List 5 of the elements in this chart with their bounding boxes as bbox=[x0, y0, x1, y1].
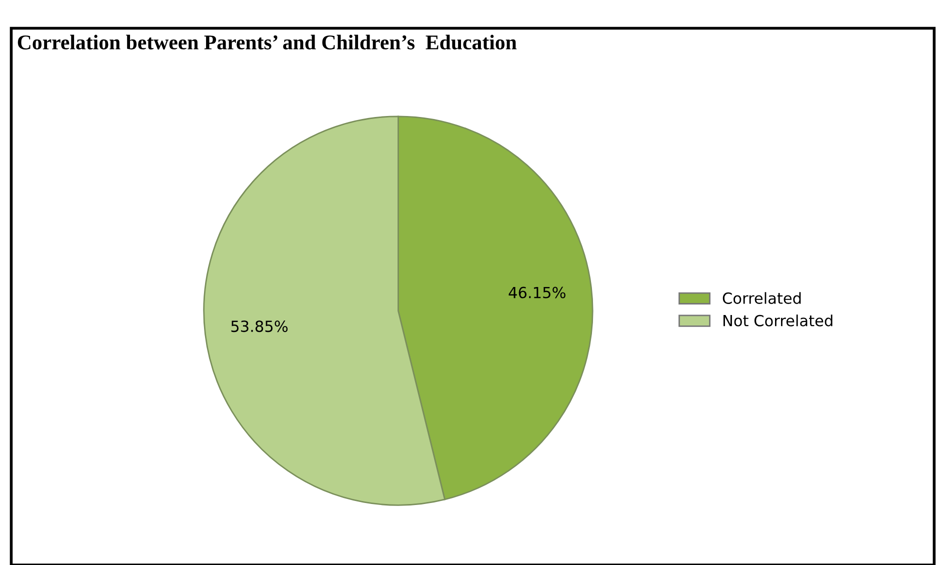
legend-label: Not Correlated bbox=[723, 314, 832, 326]
data-label: 46.15% bbox=[508, 286, 566, 298]
legend-label: Correlated bbox=[722, 292, 801, 304]
data-label: 53.85% bbox=[231, 320, 288, 332]
chart-title: Correlation between Parents’ and Children’s Education bbox=[18, 34, 517, 50]
